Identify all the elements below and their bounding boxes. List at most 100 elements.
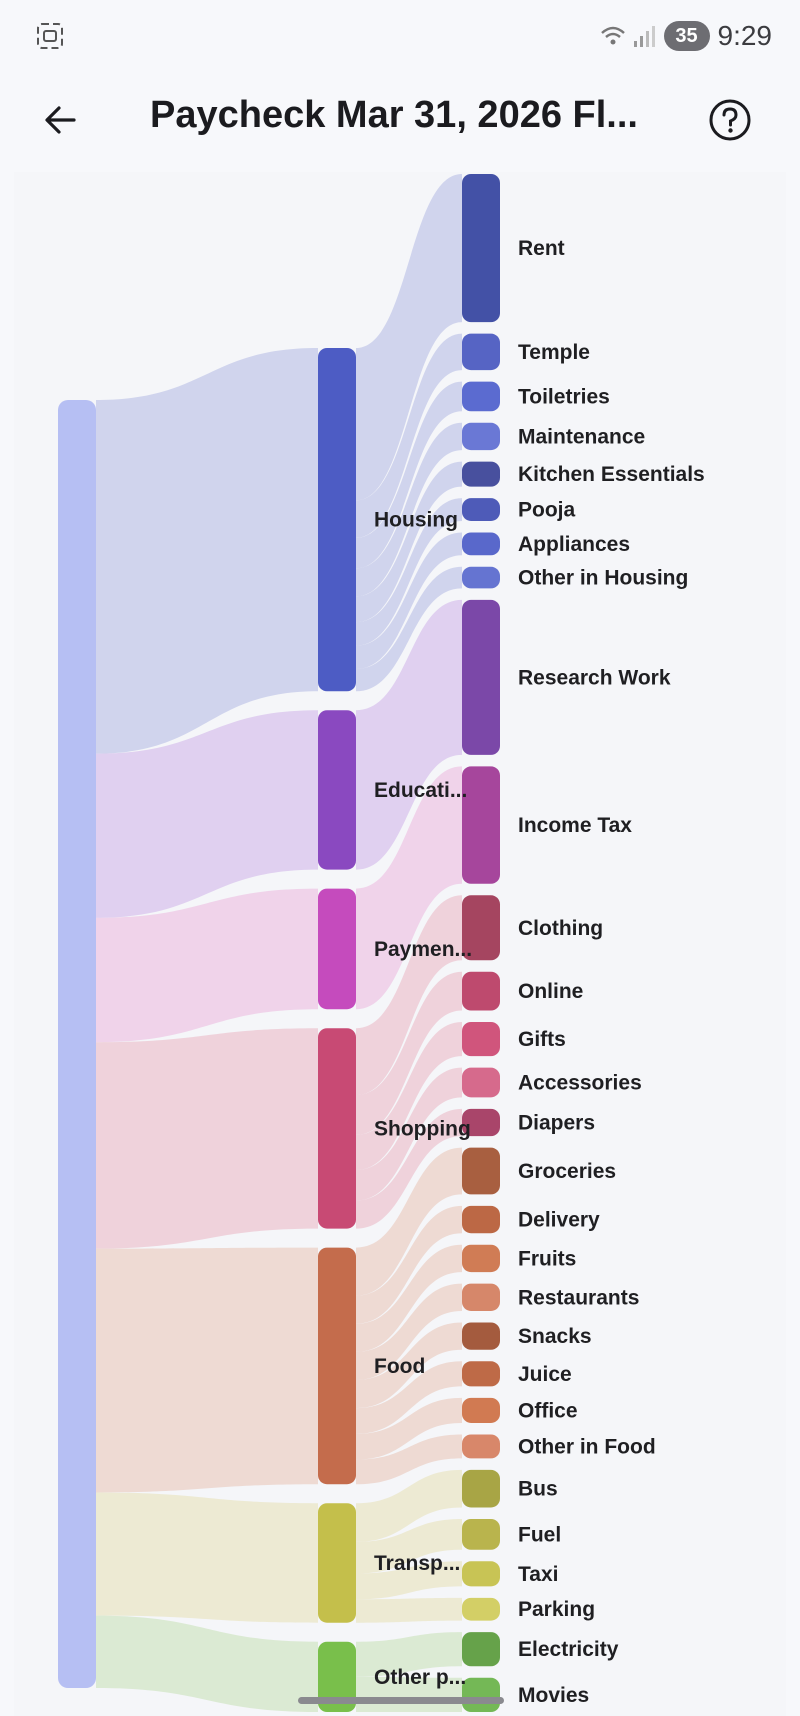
item-label-restaurants: Restaurants	[518, 1286, 639, 1309]
sankey-node-income-tax[interactable]	[462, 766, 500, 884]
sankey-node-snacks[interactable]	[462, 1322, 500, 1350]
item-label-other-in-food: Other in Food	[518, 1435, 656, 1458]
sankey-node-pooja[interactable]	[462, 498, 500, 521]
item-label-kitchen-essentials: Kitchen Essentials	[518, 463, 705, 486]
sankey-node-appliances[interactable]	[462, 532, 500, 556]
sankey-link-temple	[356, 333, 462, 538]
item-label-accessories: Accessories	[518, 1072, 642, 1095]
item-label-temple: Temple	[518, 341, 590, 364]
category-label-other-p: Other p...	[374, 1666, 466, 1689]
sankey-node-parking[interactable]	[462, 1597, 500, 1621]
item-label-delivery: Delivery	[518, 1209, 600, 1232]
sankey-node-clothing[interactable]	[462, 895, 500, 961]
sankey-link-online	[356, 971, 462, 1135]
sankey-node-online[interactable]	[462, 971, 500, 1011]
help-circle-icon[interactable]	[706, 96, 754, 144]
sankey-link-kitchen-essentials	[356, 461, 462, 623]
sankey-node-movies[interactable]	[462, 1677, 500, 1712]
sankey-link-groceries	[356, 1147, 462, 1296]
sankey-link-other-in-food	[356, 1434, 462, 1485]
sankey-node-other-in-food[interactable]	[462, 1434, 500, 1459]
home-indicator[interactable]	[298, 1697, 504, 1704]
category-label-educati: Educati...	[374, 779, 467, 802]
item-label-appliances: Appliances	[518, 533, 630, 556]
sankey-node-other-p[interactable]	[318, 1641, 356, 1712]
sankey-link-appliances	[356, 532, 462, 669]
sankey-link-maintenance	[356, 422, 462, 597]
sankey-node-rent[interactable]	[462, 174, 500, 323]
item-label-toiletries: Toiletries	[518, 385, 610, 408]
category-label-shopping: Shopping	[374, 1117, 471, 1140]
sankey-node-other-in-housing[interactable]	[462, 566, 500, 589]
status-time: 9:29	[717, 20, 773, 51]
sankey-node-accessories[interactable]	[462, 1067, 500, 1098]
sankey-node-bus[interactable]	[462, 1469, 500, 1508]
item-label-parking: Parking	[518, 1598, 595, 1621]
sankey-node-electricity[interactable]	[462, 1632, 500, 1667]
item-label-office: Office	[518, 1399, 578, 1422]
sankey-node-groceries[interactable]	[462, 1147, 500, 1195]
sankey-link-paymen	[96, 888, 318, 1043]
sankey-node-housing[interactable]	[318, 348, 356, 692]
sankey-node-delivery[interactable]	[462, 1205, 500, 1234]
wifi-signal-icon	[600, 26, 655, 47]
item-label-fuel: Fuel	[518, 1523, 561, 1546]
sankey-link-educati	[96, 710, 318, 918]
category-label-transp: Transp...	[374, 1552, 460, 1575]
category-label-paymen: Paymen...	[374, 938, 472, 961]
sankey-link-accessories	[356, 1067, 462, 1201]
item-label-gifts: Gifts	[518, 1028, 566, 1051]
sankey-node-fuel[interactable]	[462, 1518, 500, 1550]
status-bar: 35 9:29	[0, 0, 800, 72]
sankey-node-research-work[interactable]	[462, 599, 500, 755]
item-label-groceries: Groceries	[518, 1160, 616, 1183]
sankey-node-gifts[interactable]	[462, 1021, 500, 1057]
item-label-income-tax: Income Tax	[518, 814, 632, 837]
sankey-node-income[interactable]	[58, 400, 96, 1688]
sankey-node-kitchen-essentials[interactable]	[462, 461, 500, 487]
sankey-link-transp	[96, 1492, 318, 1623]
category-label-food: Food	[374, 1355, 425, 1378]
page-title: Paycheck Mar 31, 2026 Fl...	[150, 94, 638, 136]
sankey-link-restaurants	[356, 1283, 462, 1380]
item-label-electricity: Electricity	[518, 1638, 619, 1661]
item-label-research-work: Research Work	[518, 666, 671, 689]
sankey-node-temple[interactable]	[462, 333, 500, 371]
sankey-link-research-work	[356, 599, 462, 870]
sankey-node-taxi[interactable]	[462, 1561, 500, 1587]
item-label-clothing: Clothing	[518, 917, 603, 940]
back-button[interactable]	[36, 96, 84, 144]
app-bar: Paycheck Mar 31, 2026 Fl...	[0, 72, 800, 172]
sankey-node-educati[interactable]	[318, 710, 356, 870]
sankey-link-bus	[356, 1469, 462, 1542]
item-label-juice: Juice	[518, 1363, 572, 1386]
sankey-link-income-tax	[356, 766, 462, 1010]
item-label-rent: Rent	[518, 237, 565, 260]
sankey-link-diapers	[356, 1108, 462, 1229]
item-label-other-in-housing: Other in Housing	[518, 567, 688, 590]
sankey-node-paymen[interactable]	[318, 888, 356, 1010]
sankey-link-housing	[96, 348, 318, 754]
sankey-link-delivery	[356, 1205, 462, 1324]
sankey-node-transp[interactable]	[318, 1503, 356, 1623]
sankey-node-shopping[interactable]	[318, 1028, 356, 1229]
sankey-node-office[interactable]	[462, 1397, 500, 1423]
sankey-node-diapers[interactable]	[462, 1108, 500, 1137]
sankey-chart-area: Housing Educati... Paymen... Shopping Food Tr…	[14, 172, 786, 1716]
sankey-link-other-p	[96, 1615, 318, 1712]
sankey-chart: Housing Educati... Paymen... Shopping Food Tr…	[58, 174, 705, 1712]
sankey-node-food[interactable]	[318, 1247, 356, 1485]
sankey-link-taxi	[356, 1561, 462, 1600]
item-label-snacks: Snacks	[518, 1325, 592, 1348]
sankey-link-shopping	[96, 1028, 318, 1249]
sankey-link-pooja	[356, 498, 462, 646]
item-label-diapers: Diapers	[518, 1111, 595, 1134]
screenshot-icon	[37, 23, 63, 49]
sankey-node-juice[interactable]	[462, 1361, 500, 1387]
sankey-link-fuel	[356, 1518, 462, 1574]
sankey-node-restaurants[interactable]	[462, 1283, 500, 1311]
sankey-node-toiletries[interactable]	[462, 381, 500, 412]
sankey-node-fruits[interactable]	[462, 1244, 500, 1273]
item-label-fruits: Fruits	[518, 1247, 576, 1270]
sankey-node-maintenance[interactable]	[462, 422, 500, 451]
